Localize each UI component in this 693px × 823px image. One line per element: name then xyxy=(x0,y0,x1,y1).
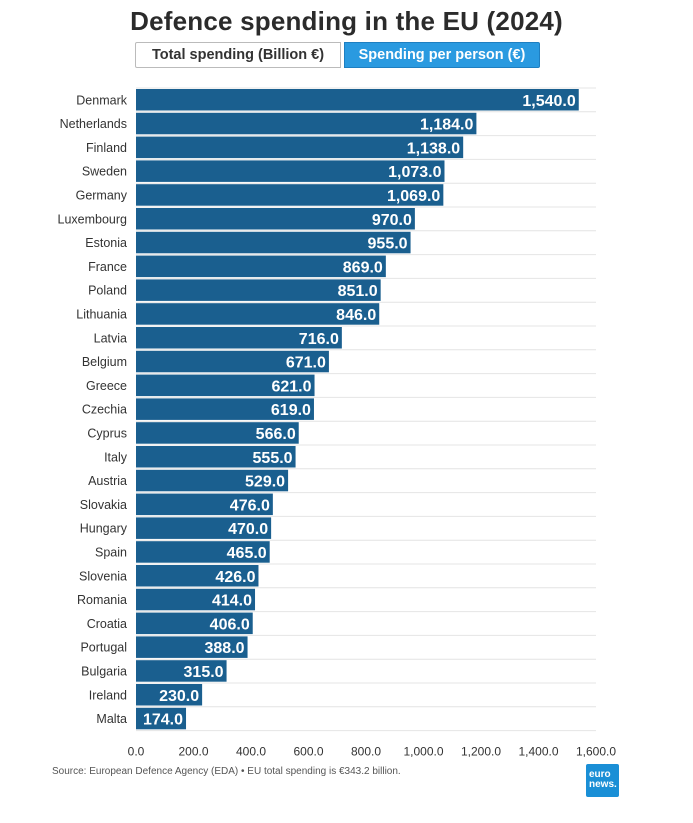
category-label: Finland xyxy=(86,141,127,155)
category-label: Luxembourg xyxy=(58,212,128,226)
bar xyxy=(136,517,272,539)
category-label: Netherlands xyxy=(60,117,127,131)
bar xyxy=(136,422,299,444)
euronews-logo: euro news. xyxy=(586,764,619,797)
category-label: Denmark xyxy=(76,93,127,107)
category-label: Austria xyxy=(88,474,127,488)
value-label: 671.0 xyxy=(286,355,326,372)
x-tick-label: 1,600.0 xyxy=(576,745,616,759)
value-label: 970.0 xyxy=(372,212,412,229)
category-label: Cyprus xyxy=(87,426,127,440)
value-label: 388.0 xyxy=(205,640,245,657)
x-tick-label: 800.0 xyxy=(351,745,381,759)
total-spending-button[interactable]: Total spending (Billion €) xyxy=(135,42,341,68)
x-tick-label: 1,200.0 xyxy=(461,745,501,759)
bar xyxy=(136,707,187,730)
value-label: 619.0 xyxy=(271,402,311,419)
bar xyxy=(136,684,203,706)
category-label: Latvia xyxy=(94,331,127,345)
category-label: Sweden xyxy=(82,165,127,179)
value-label: 315.0 xyxy=(184,664,224,681)
value-label: 174.0 xyxy=(143,712,183,729)
value-label: 555.0 xyxy=(253,450,293,467)
value-label: 1,138.0 xyxy=(407,140,460,157)
per-person-button[interactable]: Spending per person (€) xyxy=(344,42,540,68)
value-label: 846.0 xyxy=(336,307,376,324)
x-tick-label: 200.0 xyxy=(178,745,208,759)
value-label: 621.0 xyxy=(271,378,311,395)
x-tick-label: 600.0 xyxy=(293,745,323,759)
bar xyxy=(136,208,415,230)
bar xyxy=(136,541,270,563)
bar xyxy=(136,160,445,182)
bar xyxy=(136,398,314,420)
value-label: 1,069.0 xyxy=(387,188,440,205)
bar xyxy=(136,327,342,349)
bar xyxy=(136,303,380,325)
chart-title: Defence spending in the EU (2024) xyxy=(130,6,563,36)
bar xyxy=(136,184,444,206)
category-label: Malta xyxy=(96,712,127,726)
bar xyxy=(136,493,273,516)
bar xyxy=(136,588,256,611)
bar xyxy=(136,89,579,111)
category-label: Poland xyxy=(88,284,127,298)
value-label: 465.0 xyxy=(227,545,267,562)
category-label: Spain xyxy=(95,545,127,559)
value-label: 1,073.0 xyxy=(388,164,441,181)
x-tick-label: 0.0 xyxy=(128,745,145,759)
category-label: Romania xyxy=(77,593,127,607)
value-label: 716.0 xyxy=(299,331,339,348)
bar xyxy=(136,612,253,635)
category-label: Bulgaria xyxy=(81,664,127,678)
value-label: 414.0 xyxy=(212,593,252,610)
bar xyxy=(136,636,248,658)
x-tick-label: 400.0 xyxy=(236,745,266,759)
bar xyxy=(136,565,259,587)
value-label: 955.0 xyxy=(368,236,408,253)
category-label: France xyxy=(88,260,127,274)
bar xyxy=(136,112,477,135)
bar xyxy=(136,660,227,682)
category-label: Germany xyxy=(76,188,128,202)
category-label: Czechia xyxy=(82,403,127,417)
value-label: 869.0 xyxy=(343,259,383,276)
bar xyxy=(136,374,315,397)
logo-line2: news. xyxy=(589,779,617,790)
value-label: 1,540.0 xyxy=(522,93,575,110)
value-label: 851.0 xyxy=(338,283,378,300)
value-label: 1,184.0 xyxy=(420,117,473,134)
x-tick-label: 1,400.0 xyxy=(518,745,558,759)
category-label: Lithuania xyxy=(76,307,127,321)
bar xyxy=(136,136,464,159)
category-label: Croatia xyxy=(87,617,127,631)
value-label: 476.0 xyxy=(230,497,270,514)
value-label: 230.0 xyxy=(159,688,199,705)
category-label: Slovakia xyxy=(80,498,127,512)
bar xyxy=(136,255,386,278)
category-label: Italy xyxy=(104,450,128,464)
value-label: 566.0 xyxy=(256,426,296,443)
category-label: Hungary xyxy=(80,522,128,536)
category-label: Portugal xyxy=(80,641,127,655)
value-label: 470.0 xyxy=(228,521,268,538)
bar xyxy=(136,469,289,492)
metric-toggle: Total spending (Billion €) Spending per … xyxy=(135,42,540,68)
bar xyxy=(136,350,329,373)
bar xyxy=(136,279,381,301)
category-label: Belgium xyxy=(82,355,127,369)
value-label: 406.0 xyxy=(210,616,250,633)
category-label: Estonia xyxy=(85,236,127,250)
category-label: Greece xyxy=(86,379,127,393)
category-label: Ireland xyxy=(89,688,127,702)
logo-line1: euro xyxy=(589,769,611,780)
bar xyxy=(136,446,296,468)
bar xyxy=(136,231,411,254)
x-tick-label: 1,000.0 xyxy=(403,745,443,759)
category-label: Slovenia xyxy=(79,569,127,583)
source-note: Source: European Defence Agency (EDA) • … xyxy=(52,766,401,777)
value-label: 529.0 xyxy=(245,474,285,491)
value-label: 426.0 xyxy=(215,569,255,586)
